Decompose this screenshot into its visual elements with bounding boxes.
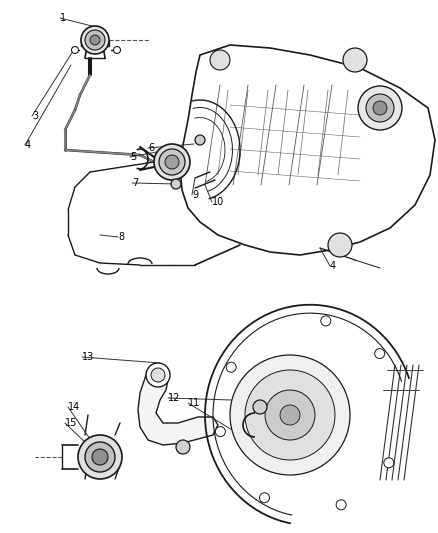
Polygon shape — [180, 45, 435, 255]
Text: 13: 13 — [82, 352, 94, 362]
Circle shape — [259, 492, 269, 503]
Circle shape — [210, 50, 230, 70]
Circle shape — [85, 30, 105, 50]
Text: 3: 3 — [32, 111, 38, 121]
Text: 1: 1 — [60, 13, 66, 23]
Circle shape — [366, 94, 394, 122]
Circle shape — [85, 442, 115, 472]
Text: 8: 8 — [118, 232, 124, 242]
Circle shape — [195, 135, 205, 145]
Circle shape — [215, 426, 226, 437]
Circle shape — [358, 86, 402, 130]
Circle shape — [373, 101, 387, 115]
Text: 9: 9 — [192, 190, 198, 200]
Circle shape — [159, 149, 185, 175]
Circle shape — [165, 155, 179, 169]
Circle shape — [92, 449, 108, 465]
Circle shape — [245, 370, 335, 460]
Text: 11: 11 — [188, 398, 200, 408]
Circle shape — [328, 233, 352, 257]
Circle shape — [151, 368, 165, 382]
Circle shape — [336, 500, 346, 510]
Polygon shape — [138, 370, 218, 445]
Circle shape — [226, 362, 236, 372]
Circle shape — [343, 48, 367, 72]
Text: 12: 12 — [168, 393, 180, 403]
Text: 14: 14 — [68, 402, 80, 412]
Text: 7: 7 — [132, 178, 138, 188]
Circle shape — [176, 440, 190, 454]
Circle shape — [384, 458, 394, 468]
Circle shape — [71, 46, 78, 53]
Circle shape — [78, 435, 122, 479]
Circle shape — [81, 26, 109, 54]
Circle shape — [113, 46, 120, 53]
Circle shape — [253, 400, 267, 414]
Text: 4: 4 — [330, 261, 336, 271]
Circle shape — [280, 405, 300, 425]
Circle shape — [230, 355, 350, 475]
Circle shape — [146, 363, 170, 387]
Text: 10: 10 — [212, 197, 224, 207]
Circle shape — [321, 316, 331, 326]
Text: 5: 5 — [130, 152, 136, 162]
Text: 6: 6 — [148, 143, 154, 153]
Circle shape — [265, 390, 315, 440]
Circle shape — [154, 144, 190, 180]
Circle shape — [90, 35, 100, 45]
Circle shape — [171, 179, 181, 189]
Circle shape — [375, 349, 385, 359]
Text: 15: 15 — [65, 418, 78, 428]
Text: 4: 4 — [25, 140, 31, 150]
